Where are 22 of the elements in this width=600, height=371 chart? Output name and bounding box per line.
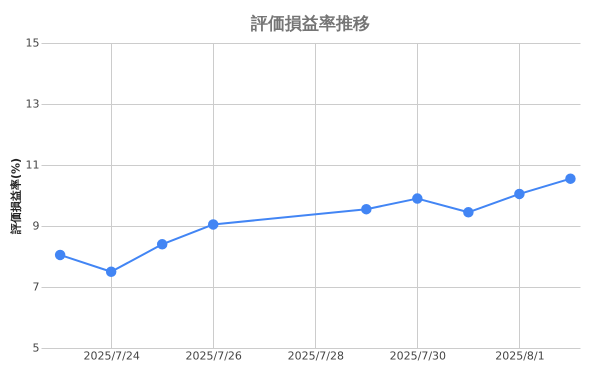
- y-tick-label: 11: [26, 158, 40, 172]
- point: [361, 204, 372, 214]
- x-tick-label: 2025/7/28: [288, 350, 344, 362]
- y-tick-label: 9: [32, 220, 40, 232]
- point: [412, 193, 423, 204]
- y-tick-label: 7: [32, 280, 40, 294]
- chart-title: 評価損益率推移: [250, 14, 370, 34]
- y-axis-title: 評価損益率(%): [10, 158, 23, 236]
- y-tick-label: 5: [32, 342, 40, 354]
- point: [106, 266, 116, 277]
- x-tick-label: 2025/7/24: [83, 350, 140, 362]
- point: [54, 250, 66, 260]
- y-tick-label: 13: [26, 98, 40, 110]
- y-tick-label: 15: [26, 36, 40, 50]
- point: [514, 188, 525, 200]
- x-tick-label: 2025/7/26: [186, 350, 242, 362]
- point: [208, 219, 218, 230]
- x-tick-label: 2025/7/30: [390, 350, 446, 362]
- point: [156, 239, 168, 250]
- point: [565, 173, 576, 184]
- x-tick-label: 2025/8/1: [495, 350, 545, 362]
- point: [463, 207, 474, 218]
